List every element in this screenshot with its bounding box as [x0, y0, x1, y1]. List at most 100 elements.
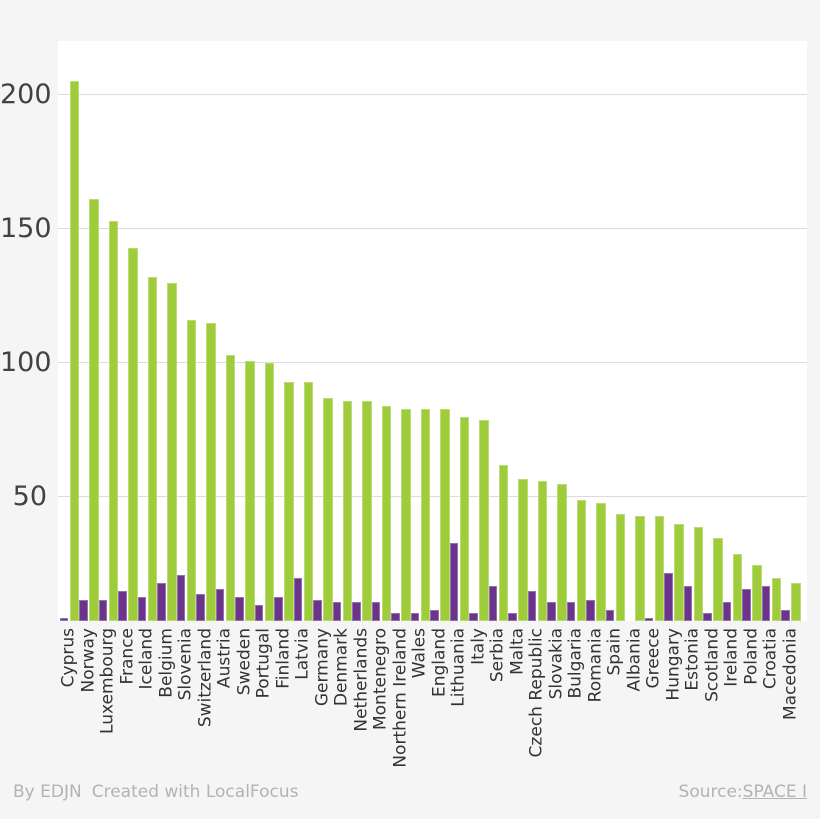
- purple-bar[interactable]: [547, 602, 556, 621]
- purple-bar[interactable]: [722, 602, 731, 621]
- green-bar[interactable]: [752, 564, 762, 621]
- purple-bar[interactable]: [664, 572, 673, 621]
- purple-bar[interactable]: [683, 586, 692, 621]
- green-bar[interactable]: [69, 81, 79, 621]
- x-axis-label: Wales: [409, 628, 430, 679]
- green-bar[interactable]: [401, 408, 411, 621]
- green-bar[interactable]: [362, 400, 372, 621]
- green-bar[interactable]: [615, 513, 625, 621]
- country-slot: [449, 41, 469, 621]
- green-bar[interactable]: [576, 500, 586, 621]
- purple-bar[interactable]: [254, 604, 263, 621]
- purple-bar[interactable]: [586, 599, 595, 621]
- green-bar[interactable]: [147, 277, 157, 621]
- purple-bar[interactable]: [566, 602, 575, 621]
- source-link[interactable]: SPACE I: [742, 782, 807, 802]
- purple-bar[interactable]: [157, 583, 166, 621]
- purple-bar[interactable]: [488, 586, 497, 621]
- country-slot: [469, 41, 489, 621]
- x-axis-label: Ireland: [721, 628, 742, 687]
- green-bar[interactable]: [342, 400, 352, 621]
- purple-bar[interactable]: [196, 594, 205, 621]
- green-bar[interactable]: [596, 502, 606, 621]
- green-bar[interactable]: [420, 408, 430, 621]
- x-axis-label: England: [429, 628, 450, 698]
- x-axis-label: Czech Republic: [526, 628, 547, 758]
- x-axis-label: Scotland: [702, 628, 723, 702]
- green-bar[interactable]: [264, 363, 274, 621]
- x-axis-label: Cyprus: [58, 628, 79, 688]
- green-bar[interactable]: [537, 481, 547, 621]
- x-axis-label: Estonia: [682, 628, 703, 691]
- purple-bar[interactable]: [274, 596, 283, 621]
- green-bar[interactable]: [440, 408, 450, 621]
- country-slot: [274, 41, 294, 621]
- purple-bar[interactable]: [176, 575, 185, 621]
- green-bar[interactable]: [459, 416, 469, 621]
- green-bar[interactable]: [284, 382, 294, 621]
- green-bar[interactable]: [791, 583, 801, 621]
- x-axis-label: Northern Ireland: [390, 628, 411, 768]
- green-bar[interactable]: [225, 355, 235, 621]
- green-bar[interactable]: [108, 220, 118, 621]
- purple-bar[interactable]: [215, 588, 224, 621]
- credit-by: By EDJN: [13, 782, 82, 802]
- x-axis-label: Malta: [507, 628, 528, 675]
- purple-bar[interactable]: [742, 588, 751, 621]
- green-bar[interactable]: [128, 247, 138, 621]
- purple-bar[interactable]: [332, 602, 341, 621]
- purple-bar[interactable]: [761, 586, 770, 621]
- purple-bar[interactable]: [59, 618, 68, 621]
- y-tick-label: 100: [0, 347, 52, 379]
- purple-bar[interactable]: [371, 602, 380, 621]
- green-bar[interactable]: [498, 465, 508, 621]
- green-bar[interactable]: [693, 527, 703, 621]
- x-axis-label: Croatia: [760, 628, 781, 690]
- purple-bar[interactable]: [703, 612, 712, 621]
- green-bar[interactable]: [186, 320, 196, 621]
- green-bar[interactable]: [771, 578, 781, 621]
- purple-bar[interactable]: [527, 591, 536, 621]
- purple-bar[interactable]: [118, 591, 127, 621]
- green-bar[interactable]: [206, 322, 216, 621]
- purple-bar[interactable]: [430, 610, 439, 621]
- green-bar[interactable]: [518, 478, 528, 621]
- green-bar[interactable]: [674, 524, 684, 621]
- purple-bar[interactable]: [79, 599, 88, 621]
- purple-bar[interactable]: [235, 596, 244, 621]
- purple-bar[interactable]: [449, 543, 458, 621]
- purple-bar[interactable]: [352, 602, 361, 621]
- x-label-cell: Bulgaria: [566, 628, 587, 788]
- green-bar[interactable]: [381, 406, 391, 621]
- green-bar[interactable]: [557, 484, 567, 621]
- green-bar[interactable]: [245, 360, 255, 621]
- green-bar[interactable]: [654, 516, 664, 621]
- x-axis-label: Spain: [604, 628, 625, 676]
- purple-bar[interactable]: [293, 578, 302, 621]
- purple-bar[interactable]: [508, 612, 517, 621]
- purple-bar[interactable]: [313, 599, 322, 621]
- x-label-cell: Malta: [507, 628, 528, 788]
- purple-bar[interactable]: [137, 596, 146, 621]
- country-slot: [625, 41, 645, 621]
- purple-bar[interactable]: [605, 610, 614, 621]
- green-bar[interactable]: [713, 537, 723, 621]
- x-axis-label: Austria: [214, 628, 235, 689]
- purple-bar[interactable]: [98, 599, 107, 621]
- green-bar[interactable]: [323, 398, 333, 621]
- purple-bar[interactable]: [781, 610, 790, 621]
- purple-bar[interactable]: [391, 612, 400, 621]
- green-bar[interactable]: [89, 199, 99, 621]
- green-bar[interactable]: [732, 553, 742, 621]
- gridline: [58, 496, 807, 498]
- green-bar[interactable]: [479, 419, 489, 621]
- purple-bar[interactable]: [469, 612, 478, 621]
- x-axis-label: Greece: [643, 628, 664, 689]
- green-bar[interactable]: [635, 516, 645, 621]
- gridline: [58, 362, 807, 364]
- purple-bar[interactable]: [410, 612, 419, 621]
- green-bar[interactable]: [167, 282, 177, 621]
- x-label-cell: Czech Republic: [526, 628, 548, 788]
- green-bar[interactable]: [303, 382, 313, 621]
- purple-bar[interactable]: [644, 618, 653, 621]
